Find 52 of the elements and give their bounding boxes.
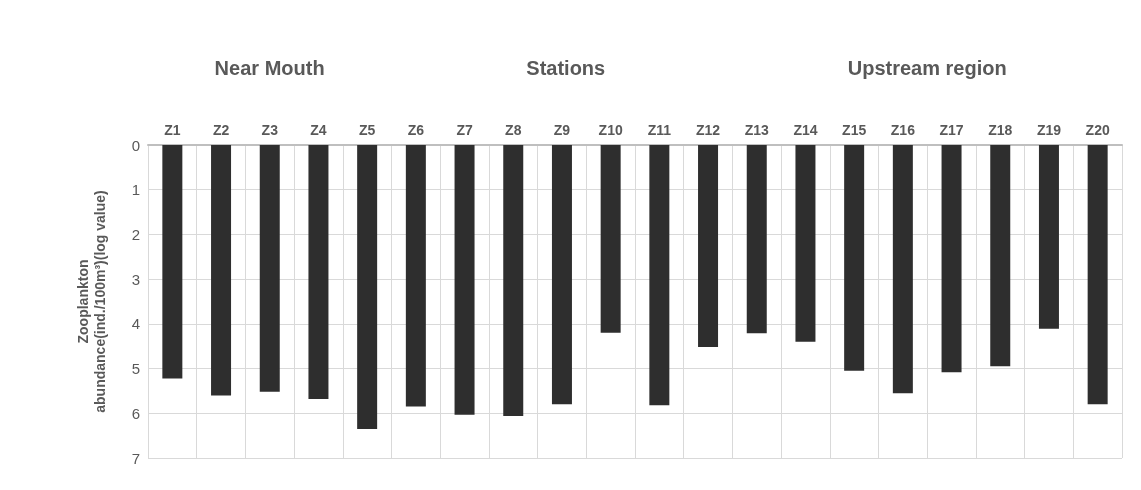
y-tick-label: 2 <box>131 225 140 243</box>
y-tick-label: 4 <box>131 315 140 333</box>
y-axis-title: Zooplankton abundance(ind./100m³)(log value) <box>74 190 108 413</box>
x-tick-label: Z13 <box>744 122 770 138</box>
x-tick-label: Z9 <box>553 122 571 138</box>
x-tick-label: Z11 <box>647 122 672 138</box>
y-tick-label: 7 <box>131 449 140 467</box>
y-tick-label: 6 <box>131 404 140 422</box>
x-tick-label: Z2 <box>212 122 230 138</box>
y-tick-label: 5 <box>131 360 140 378</box>
bar <box>162 145 183 379</box>
x-tick-label: Z12 <box>695 122 721 138</box>
bar <box>1038 145 1059 329</box>
x-tick-label: Z16 <box>890 122 916 138</box>
bar <box>795 145 816 342</box>
x-tick-label: Z3 <box>261 122 279 138</box>
x-tick-label: Z1 <box>164 122 181 138</box>
x-tick-label: Z5 <box>358 122 376 138</box>
bar <box>892 145 913 394</box>
x-tick-label: Z4 <box>310 122 327 138</box>
x-tick-label: Z6 <box>407 122 425 138</box>
y-tick-label: 3 <box>131 270 140 288</box>
bar <box>211 145 232 396</box>
x-tick-label: Z7 <box>456 122 473 138</box>
bar <box>941 145 962 373</box>
bar <box>600 145 621 333</box>
x-tick-label: Z19 <box>1036 122 1062 138</box>
x-tick-label: Z15 <box>842 122 867 138</box>
bar <box>649 145 670 406</box>
bar <box>990 145 1011 367</box>
bar <box>551 145 572 405</box>
bar <box>746 145 767 334</box>
y-tick-label: 0 <box>131 136 140 154</box>
text: Upstream region <box>847 57 1007 79</box>
bar <box>503 145 524 416</box>
text: Stations <box>526 57 606 79</box>
bar <box>844 145 865 371</box>
bar <box>308 145 329 399</box>
x-tick-label: Z20 <box>1085 122 1110 138</box>
bar <box>1087 145 1108 405</box>
bar <box>698 145 719 348</box>
bar <box>357 145 378 429</box>
bar <box>454 145 475 415</box>
y-tick-label: 1 <box>131 181 140 199</box>
text: Near Mouth <box>214 57 325 79</box>
x-tick-label: Z18 <box>988 122 1013 138</box>
x-tick-label: Z8 <box>505 122 522 138</box>
x-tick-label: Z17 <box>939 122 964 138</box>
x-tick-label: Z14 <box>793 122 818 138</box>
x-tick-label: Z10 <box>598 122 623 138</box>
bar <box>405 145 426 407</box>
bar <box>259 145 280 392</box>
